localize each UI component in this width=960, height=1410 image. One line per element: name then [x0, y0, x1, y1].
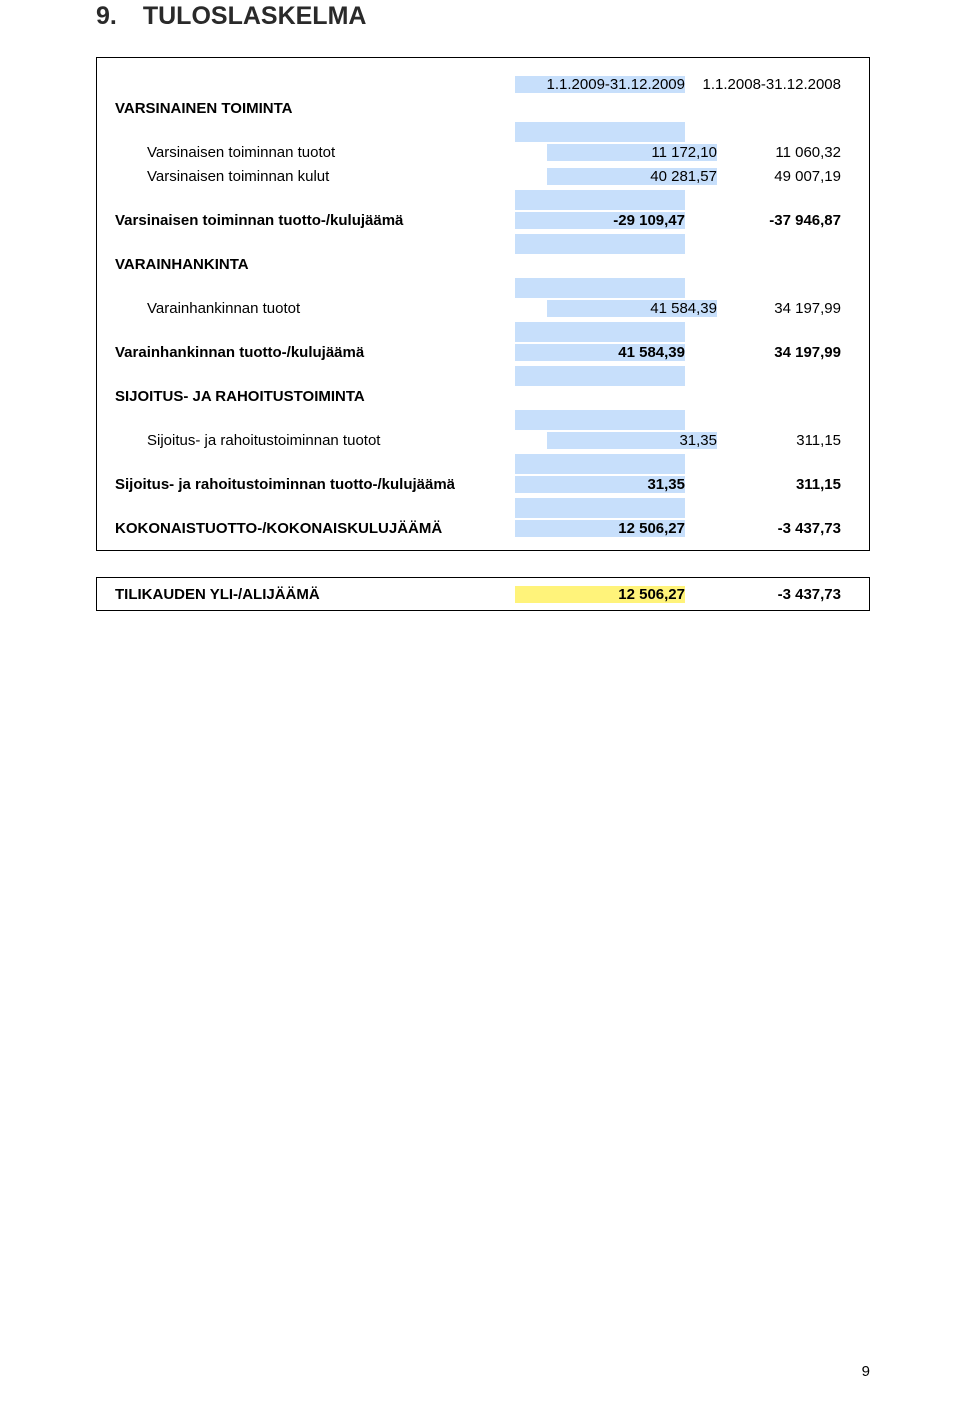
tilikauden-label: TILIKAUDEN YLI-/ALIJÄÄMÄ	[115, 586, 515, 603]
tilikauden-row: TILIKAUDEN YLI-/ALIJÄÄMÄ 12 506,27 -3 43…	[115, 582, 841, 606]
income-statement-table: 1.1.2009-31.12.2009 1.1.2008-31.12.2008 …	[96, 57, 870, 551]
vt-tuotot-row: Varsinaisen toiminnan tuotot 11 172,10 1…	[115, 140, 841, 164]
vt-tuotot-label: Varsinaisen toiminnan tuotot	[115, 144, 547, 161]
vt-kulut-row: Varsinaisen toiminnan kulut 40 281,57 49…	[115, 164, 841, 188]
period-prior: 1.1.2008-31.12.2008	[685, 76, 841, 93]
sijoitus-title: SIJOITUS- JA RAHOITUSTOIMINTA	[115, 384, 841, 408]
sr-tuotot-current: 31,35	[547, 432, 717, 449]
sr-jaama-label: Sijoitus- ja rahoitustoiminnan tuotto-/k…	[115, 476, 515, 493]
vt-kulut-current: 40 281,57	[547, 168, 717, 185]
vt-jaama-current: -29 109,47	[515, 212, 685, 229]
vt-jaama-row: Varsinaisen toiminnan tuotto-/kulujäämä …	[115, 208, 841, 232]
sr-tuotot-label: Sijoitus- ja rahoitustoiminnan tuotot	[115, 432, 547, 449]
varainhankinta-title: VARAINHANKINTA	[115, 252, 841, 276]
tilikauden-current: 12 506,27	[515, 586, 685, 603]
vt-tuotot-prior: 11 060,32	[717, 144, 841, 161]
kokonais-label: KOKONAISTUOTTO-/KOKONAISKULUJÄÄMÄ	[115, 520, 515, 537]
sr-tuotot-row: Sijoitus- ja rahoitustoiminnan tuotot 31…	[115, 428, 841, 452]
kokonais-prior: -3 437,73	[685, 520, 841, 537]
vt-tuotot-current: 11 172,10	[547, 144, 717, 161]
vh-jaama-current: 41 584,39	[515, 344, 685, 361]
sr-tuotot-prior: 311,15	[717, 432, 841, 449]
vh-tuotot-label: Varainhankinnan tuotot	[115, 300, 547, 317]
kokonais-row: KOKONAISTUOTTO-/KOKONAISKULUJÄÄMÄ 12 506…	[115, 516, 841, 540]
sr-jaama-prior: 311,15	[685, 476, 841, 493]
tilikauden-table: TILIKAUDEN YLI-/ALIJÄÄMÄ 12 506,27 -3 43…	[96, 577, 870, 611]
vh-tuotot-current: 41 584,39	[547, 300, 717, 317]
heading-number: 9.	[96, 2, 117, 31]
period-header-row: 1.1.2009-31.12.2009 1.1.2008-31.12.2008	[115, 72, 841, 96]
vt-kulut-prior: 49 007,19	[717, 168, 841, 185]
varsinainen-toiminta-title: VARSINAINEN TOIMINTA	[115, 96, 841, 120]
vh-tuotot-prior: 34 197,99	[717, 300, 841, 317]
vt-jaama-label: Varsinaisen toiminnan tuotto-/kulujäämä	[115, 212, 515, 229]
sr-jaama-row: Sijoitus- ja rahoitustoiminnan tuotto-/k…	[115, 472, 841, 496]
vh-jaama-label: Varainhankinnan tuotto-/kulujäämä	[115, 344, 515, 361]
vt-jaama-prior: -37 946,87	[685, 212, 841, 229]
period-current: 1.1.2009-31.12.2009	[515, 76, 685, 93]
vh-jaama-prior: 34 197,99	[685, 344, 841, 361]
tilikauden-prior: -3 437,73	[685, 586, 841, 603]
section-heading: 9. TULOSLASKELMA	[96, 0, 870, 31]
vt-kulut-label: Varsinaisen toiminnan kulut	[115, 168, 547, 185]
sr-jaama-current: 31,35	[515, 476, 685, 493]
page-number: 9	[862, 1363, 870, 1380]
kokonais-current: 12 506,27	[515, 520, 685, 537]
heading-title: TULOSLASKELMA	[143, 2, 367, 31]
page: 9. TULOSLASKELMA 1.1.2009-31.12.2009 1.1…	[0, 0, 960, 1410]
vh-jaama-row: Varainhankinnan tuotto-/kulujäämä 41 584…	[115, 340, 841, 364]
vh-tuotot-row: Varainhankinnan tuotot 41 584,39 34 197,…	[115, 296, 841, 320]
